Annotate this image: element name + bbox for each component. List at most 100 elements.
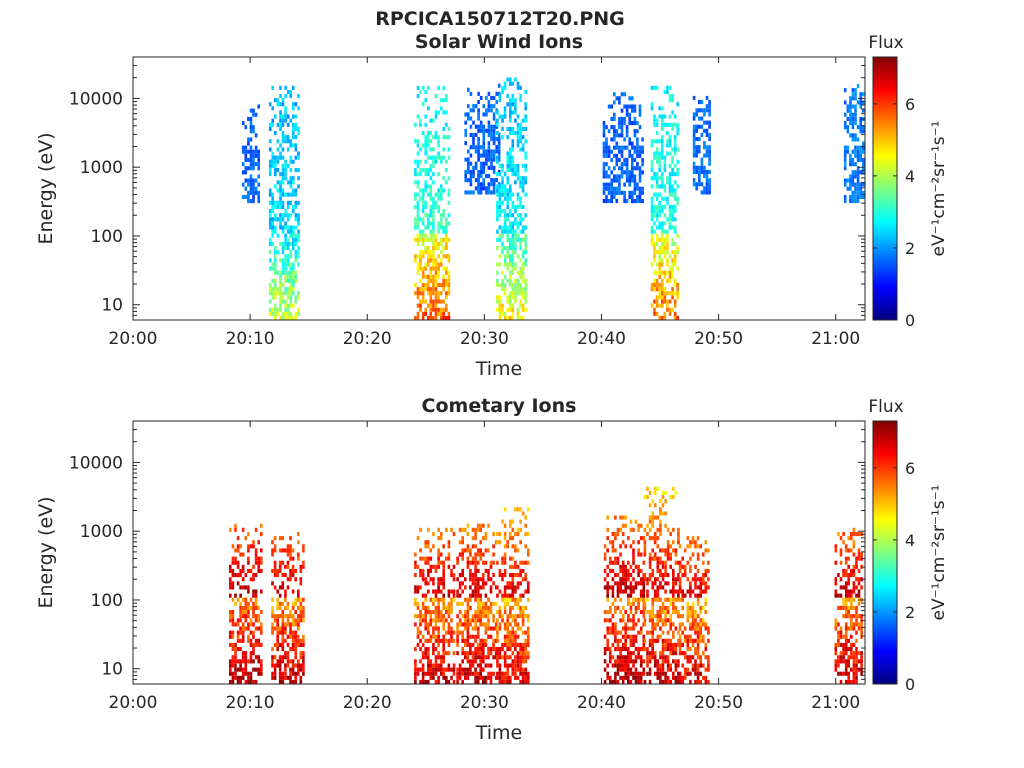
pixel <box>666 151 669 156</box>
pixel <box>294 147 298 152</box>
pixel <box>450 573 453 578</box>
pixel <box>281 266 285 271</box>
pixel <box>614 634 617 639</box>
pixel <box>231 647 235 652</box>
pixel <box>437 291 440 296</box>
pixel <box>252 149 255 154</box>
pixel <box>666 237 669 242</box>
pixel <box>527 630 530 635</box>
pixel <box>656 536 660 541</box>
burst-8 <box>678 536 710 684</box>
pixel <box>627 614 630 619</box>
pixel <box>274 262 277 267</box>
pixel <box>236 581 240 586</box>
pixel <box>615 129 619 134</box>
pixel <box>519 283 522 288</box>
pixel <box>839 626 843 631</box>
pixel <box>678 568 682 573</box>
pixel <box>648 490 652 495</box>
pixel <box>487 104 491 109</box>
pixel <box>629 601 633 606</box>
pixel <box>421 618 425 623</box>
pixel <box>689 655 692 660</box>
pixel <box>846 129 850 134</box>
pixel <box>476 597 480 602</box>
pixel <box>439 221 443 226</box>
pixel <box>241 182 245 187</box>
pixel <box>672 581 675 586</box>
pixel <box>268 163 272 168</box>
pixel <box>511 564 515 569</box>
pixel <box>611 601 615 606</box>
pixel <box>427 287 430 292</box>
pixel <box>842 585 845 590</box>
pixel <box>497 149 501 154</box>
pixel <box>271 262 274 267</box>
pixel <box>271 155 274 160</box>
pixel <box>464 174 467 179</box>
pixel <box>291 630 295 635</box>
pixel <box>289 229 293 234</box>
pixel <box>421 655 425 660</box>
pixel <box>691 589 695 594</box>
pixel <box>661 605 665 610</box>
pixel <box>862 157 865 162</box>
pixel <box>506 266 509 271</box>
pixel <box>524 307 527 312</box>
pixel <box>268 213 272 218</box>
pixel <box>666 196 669 201</box>
pixel <box>857 577 861 582</box>
pixel <box>661 618 665 623</box>
pixel <box>653 503 657 508</box>
pixel <box>609 675 612 680</box>
pixel <box>416 614 420 619</box>
pixel <box>639 647 643 652</box>
pixel <box>414 217 417 222</box>
pixel <box>469 585 472 590</box>
pixel <box>239 585 242 590</box>
pixel <box>274 159 277 164</box>
pixel <box>686 544 690 549</box>
pixel <box>257 182 260 187</box>
pixel <box>284 163 287 168</box>
pixel <box>650 229 654 234</box>
pixel <box>429 287 433 292</box>
pixel <box>613 137 616 142</box>
pixel <box>514 564 517 569</box>
pixel <box>521 143 525 148</box>
pixel <box>516 225 520 230</box>
pixel <box>464 585 467 590</box>
pixel <box>284 671 287 676</box>
pixel <box>297 634 300 639</box>
pixel <box>274 291 277 296</box>
pixel <box>284 139 287 144</box>
pixel <box>490 165 493 170</box>
pixel <box>661 548 665 553</box>
pixel <box>292 287 295 292</box>
pixel <box>656 585 660 590</box>
pixel <box>850 655 853 660</box>
pixel <box>252 125 255 130</box>
pixel <box>496 209 499 214</box>
pixel <box>527 642 530 647</box>
pixel <box>668 151 672 156</box>
pixel <box>479 601 482 606</box>
pixel <box>427 106 430 111</box>
pixel <box>661 250 664 255</box>
pixel <box>659 556 662 561</box>
pixel <box>419 237 422 242</box>
pixel <box>427 213 430 218</box>
pixel <box>474 679 477 684</box>
pixel <box>297 638 300 643</box>
pixel <box>628 170 631 175</box>
pixel <box>704 655 708 660</box>
pixel <box>516 254 520 259</box>
pixel <box>501 647 504 652</box>
pixel <box>669 622 672 627</box>
pixel <box>655 303 659 308</box>
pixel <box>506 618 509 623</box>
pixel <box>286 262 290 267</box>
pixel <box>638 178 642 183</box>
pixel <box>492 560 495 565</box>
pixel <box>650 143 654 148</box>
